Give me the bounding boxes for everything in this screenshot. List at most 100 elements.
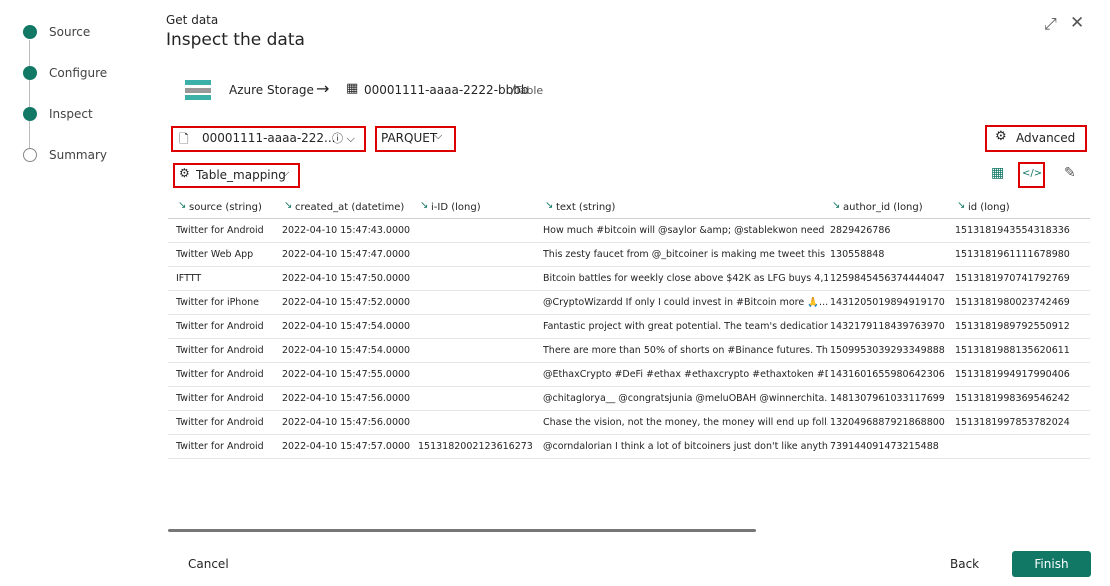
table-row: Twitter for Android 2022-04-10 15:47:55.0…: [168, 363, 1090, 387]
table-cell: 2022-04-10 15:47:54.0000: [282, 345, 411, 356]
format-dropdown[interactable]: [375, 126, 456, 152]
table-cell: @chitaglorya__ @congratsjunia @meluOBAH …: [543, 393, 828, 404]
table-cell: 1481307961033117699: [830, 393, 945, 404]
table-cell: Twitter for Android: [176, 417, 264, 428]
table-cell: @EthaxCrypto #DeFi #ethax #ethaxcrypto #…: [543, 369, 828, 380]
close-button[interactable]: ✕: [1070, 13, 1085, 33]
storage-icon: [185, 80, 211, 100]
table-cell: Twitter for Android: [176, 321, 264, 332]
back-button[interactable]: Back: [950, 557, 980, 571]
table-cell: Twitter for Android: [176, 369, 264, 380]
table-cell: Bitcoin battles for weekly close above $…: [543, 273, 828, 284]
source-suffix: /Table: [511, 84, 544, 97]
table-cell: 1431205019894919170: [830, 297, 945, 308]
code-icon: </>: [1022, 168, 1043, 179]
sort-icon: ↘: [545, 200, 554, 211]
table-cell: 1320496887921868800: [830, 417, 945, 428]
table-row: Twitter for Android 2022-04-10 15:47:56.0…: [168, 411, 1090, 435]
table-row: Twitter for iPhone 2022-04-10 15:47:52.00…: [168, 291, 1090, 315]
source-target: 00001111-aaaa-2222-bbbb: [364, 83, 529, 97]
table-row: Twitter Web App 2022-04-10 15:47:47.0000 T…: [168, 243, 1090, 267]
table-cell: 2022-04-10 15:47:56.0000: [282, 393, 411, 404]
table-cell: 1513181997853782024: [955, 417, 1070, 428]
header-row: ↘ source (string) ↘ created_at (datetime) ↘ i…: [168, 196, 1090, 219]
title: Inspect the data: [166, 30, 305, 50]
column-header[interactable]: source (string): [189, 202, 262, 213]
table-row: IFTTT 2022-04-10 15:47:50.0000 Bitcoin bat…: [168, 267, 1090, 291]
code-view-button[interactable]: [1018, 162, 1045, 188]
table-cell: 1431601655980642306: [830, 369, 945, 380]
sort-icon: ↘: [178, 200, 187, 211]
column-header[interactable]: i-ID (long): [431, 202, 481, 213]
file-dropdown[interactable]: [171, 126, 366, 152]
table-cell: 2022-04-10 15:47:47.0000: [282, 249, 411, 260]
table-cell: Twitter for Android: [176, 345, 264, 356]
table-cell: 2022-04-10 15:47:52.0000: [282, 297, 411, 308]
step-label[interactable]: Source: [49, 25, 91, 39]
cancel-button[interactable]: Cancel: [188, 557, 229, 571]
table-cell: 1513181998369546242: [955, 393, 1070, 404]
step-done-icon: [23, 25, 37, 39]
sort-icon: ↘: [420, 200, 429, 211]
column-header[interactable]: text (string): [556, 202, 616, 213]
mapping-label: Table_mapping: [196, 168, 286, 182]
finish-button[interactable]: Finish: [1012, 551, 1091, 577]
stepper-line: [29, 40, 30, 150]
table-row: Twitter for Android 2022-04-10 15:47:54.0…: [168, 315, 1090, 339]
table-cell: 2022-04-10 15:47:43.0000: [282, 225, 411, 236]
table-cell: There are more than 50% of shorts on #Bi…: [543, 345, 828, 356]
table-row: Twitter for Android 2022-04-10 15:47:43.0…: [168, 219, 1090, 243]
mapping-dropdown[interactable]: [173, 163, 300, 188]
step-todo-icon: [23, 148, 37, 162]
mapping-icon: ⚙: [179, 166, 190, 180]
sort-icon: ↘: [284, 200, 293, 211]
table-cell: 1513181961111678980: [955, 249, 1070, 260]
table-cell: 1513181970741792769: [955, 273, 1070, 284]
step-label[interactable]: Inspect: [49, 107, 93, 121]
data-table: ↘ source (string) ↘ created_at (datetime) ↘ i…: [168, 196, 1090, 459]
table-cell: Chase the vision, not the money, the mon…: [543, 417, 828, 428]
table-cell: @CryptoWizardd If only I could invest in…: [543, 297, 828, 308]
table-cell: 1513182002123616273: [418, 441, 533, 452]
subtitle: Get data: [166, 13, 219, 27]
file-name: 00001111-aaaa-222...: [202, 131, 336, 145]
grid-view-button[interactable]: ▦: [991, 165, 1005, 181]
edit-button[interactable]: ✎: [1064, 165, 1076, 181]
step-done-icon: [23, 66, 37, 80]
advanced-label: Advanced: [1016, 131, 1076, 145]
table-cell: Fantastic project with great potential. …: [543, 321, 828, 332]
table-cell: 1432179118439763970: [830, 321, 945, 332]
table-cell: 130558848: [830, 249, 885, 260]
table-cell: How much #bitcoin will @saylor &amp; @st…: [543, 225, 828, 236]
file-icon: 🗋: [179, 132, 189, 146]
scrollbar[interactable]: [168, 529, 756, 532]
table-cell: 1513181989792550912: [955, 321, 1070, 332]
table-row: Twitter for Android 2022-04-10 15:47:54.0…: [168, 339, 1090, 363]
table-icon: ▦: [346, 81, 359, 96]
table-cell: @corndalorian I think a lot of bitcoiner…: [543, 441, 828, 452]
column-header[interactable]: author_id (long): [843, 202, 923, 213]
expand-button[interactable]: ⤢: [1044, 14, 1057, 33]
format-label: PARQUET: [381, 131, 438, 145]
table-cell: Twitter for iPhone: [176, 297, 260, 308]
column-header[interactable]: id (long): [968, 202, 1010, 213]
table-cell: 1259845456374444047: [830, 273, 945, 284]
table-cell: 739144091473215488: [830, 441, 939, 452]
table-cell: 1513181943554318336: [955, 225, 1070, 236]
table-cell: 1513181988135620611: [955, 345, 1070, 356]
table-row: Twitter for Android 2022-04-10 15:47:56.0…: [168, 387, 1090, 411]
chevron: ⌵: [281, 166, 290, 179]
info-icon: ⓘ ⌵: [332, 132, 355, 145]
advanced-button[interactable]: [985, 125, 1087, 152]
column-header[interactable]: created_at (datetime): [295, 202, 405, 213]
step-label[interactable]: Summary: [49, 148, 107, 162]
step-label[interactable]: Configure: [49, 66, 108, 80]
table-cell: IFTTT: [176, 273, 202, 284]
gear-icon: ⚙: [995, 129, 1007, 144]
table-cell: 2829426786: [830, 225, 891, 236]
table-cell: 1509953039293349888: [830, 345, 945, 356]
table-cell: 1513181994917990406: [955, 369, 1070, 380]
table-cell: This zesty faucet from @_bitcoiner is ma…: [543, 249, 828, 260]
